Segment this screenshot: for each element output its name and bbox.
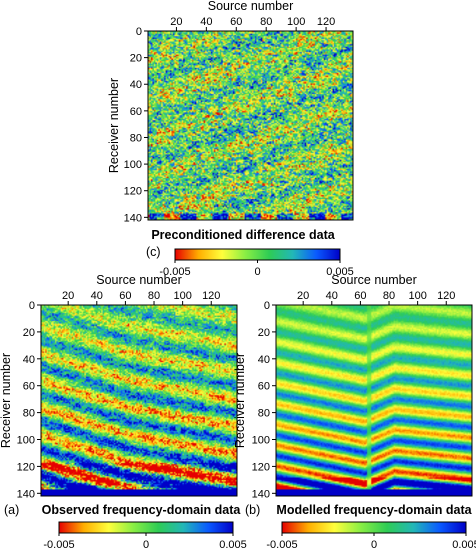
heatmap-image (148, 31, 353, 220)
panel-title: Observed frequency-domain data (42, 503, 242, 517)
colorbar-tick-label: -0.005 (159, 266, 190, 278)
x-tick-label: 120 (437, 290, 455, 302)
y-tick-label: 0 (264, 300, 270, 312)
y-tick-label: 140 (17, 488, 35, 500)
y-tick-label: 100 (17, 435, 35, 447)
x-tick-label: 40 (91, 290, 103, 302)
y-tick-label: 140 (252, 488, 270, 500)
x-axis-label: Source number (208, 0, 293, 13)
y-tick-label: 40 (23, 354, 35, 366)
colorbar-tick-label: 0 (254, 266, 260, 278)
panel-tag: (c) (146, 245, 161, 259)
x-axis-label: Source number (331, 273, 416, 287)
x-tick-label: 80 (148, 290, 160, 302)
x-tick-label: 120 (202, 290, 220, 302)
y-tick-label: 80 (130, 132, 142, 144)
y-tick-label: 100 (252, 435, 270, 447)
y-tick-label: 60 (258, 381, 270, 393)
plot-frame (275, 304, 473, 497)
y-tick-label: 140 (124, 212, 142, 224)
y-tick-label: 0 (29, 300, 35, 312)
y-tick-label: 40 (258, 354, 270, 366)
y-tick-label: 60 (23, 381, 35, 393)
colorbar-tick-label: 0.005 (326, 266, 354, 278)
colorbar-tick-label: 0 (371, 539, 377, 550)
x-tick-label: 80 (383, 290, 395, 302)
y-tick-label: 120 (17, 461, 35, 473)
colorbar-tick-label: 0.005 (219, 539, 247, 550)
y-tick-label: 80 (23, 408, 35, 420)
x-tick-label: 20 (297, 290, 309, 302)
y-axis-label: Receiver number (107, 78, 121, 173)
plot-frame (40, 304, 238, 497)
colorbar-tick-label: -0.005 (266, 539, 297, 550)
y-tick-label: 20 (23, 327, 35, 339)
x-tick-label: 20 (62, 290, 74, 302)
plot-frame (147, 30, 354, 221)
y-tick-label: 20 (130, 53, 142, 65)
x-tick-label: 40 (200, 16, 212, 28)
y-tick-label: 120 (124, 186, 142, 198)
colorbar-tick-label: 0.005 (452, 539, 476, 550)
x-tick-label: 40 (326, 290, 338, 302)
x-tick-label: 60 (119, 290, 131, 302)
x-tick-label: 100 (173, 290, 191, 302)
y-tick-label: 0 (136, 26, 142, 38)
y-tick-label: 20 (258, 327, 270, 339)
y-axis-label: Receiver number (233, 353, 247, 448)
y-tick-label: 40 (130, 79, 142, 91)
x-tick-label: 60 (354, 290, 366, 302)
x-tick-label: 60 (230, 16, 242, 28)
x-tick-label: 100 (408, 290, 426, 302)
y-axis-label: Receiver number (0, 353, 13, 448)
y-tick-label: 120 (252, 461, 270, 473)
x-tick-label: 120 (317, 16, 335, 28)
colorbar-tick-label: -0.005 (43, 539, 74, 550)
heatmap-image (276, 305, 472, 496)
y-tick-label: 100 (124, 159, 142, 171)
y-tick-label: 80 (258, 408, 270, 420)
x-tick-label: 20 (170, 16, 182, 28)
panel-title: Preconditioned difference data (151, 228, 335, 242)
x-tick-label: 80 (260, 16, 272, 28)
x-axis-label: Source number (96, 273, 181, 287)
x-tick-label: 100 (287, 16, 305, 28)
heatmap-image (41, 305, 237, 496)
y-tick-label: 60 (130, 106, 142, 118)
panel-title: Modelled frequency-domain data (276, 503, 472, 517)
colorbar-tick-label: 0 (143, 539, 149, 550)
panel-tag: (a) (4, 503, 19, 517)
panel-tag: (b) (245, 503, 260, 517)
colorbar (281, 521, 467, 534)
